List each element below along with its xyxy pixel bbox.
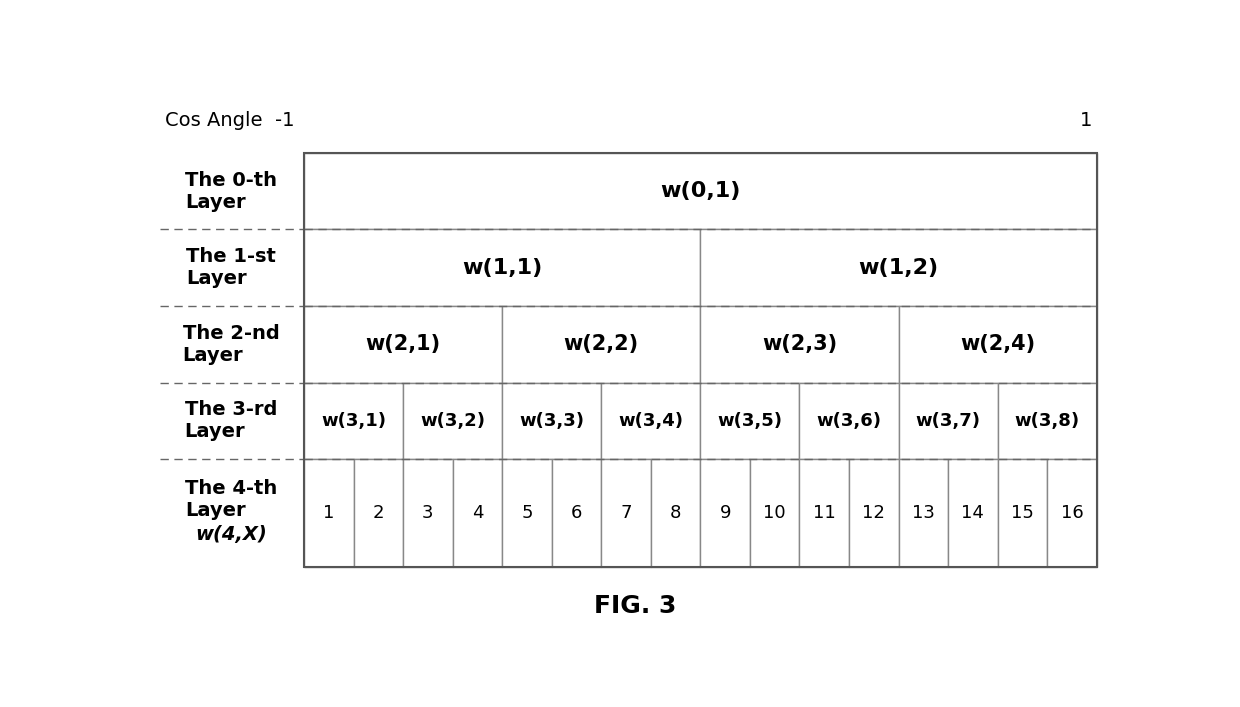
Text: 3: 3 [422,504,434,522]
Text: 9: 9 [719,504,730,522]
Bar [502,459,552,566]
Text: w(3,4): w(3,4) [619,411,683,430]
Text: w(2,2): w(2,2) [564,334,639,354]
Text: 1: 1 [1080,111,1092,129]
Bar [304,459,353,566]
Bar [701,306,899,382]
Text: 5: 5 [521,504,533,522]
Text: The 0-th
Layer: The 0-th Layer [185,170,277,211]
Text: w(3,5): w(3,5) [718,411,782,430]
Bar [651,459,701,566]
Text: w(2,4): w(2,4) [960,334,1035,354]
Text: 1: 1 [324,504,335,522]
Text: 11: 11 [813,504,836,522]
Text: 12: 12 [862,504,885,522]
Bar [899,459,949,566]
Text: w(1,2): w(1,2) [858,257,939,278]
Bar [899,306,1096,382]
Text: w(3,1): w(3,1) [321,411,386,430]
Bar [304,153,1096,566]
Bar [949,459,998,566]
Bar [552,459,601,566]
Text: w(3,6): w(3,6) [816,411,882,430]
Bar [304,230,701,306]
Text: 14: 14 [961,504,985,522]
Text: w(3,3): w(3,3) [520,411,584,430]
Bar [601,459,651,566]
Bar [601,382,701,459]
Bar [899,382,998,459]
Text: w(2,3): w(2,3) [761,334,837,354]
Bar [453,459,502,566]
Text: 10: 10 [764,504,786,522]
Text: w(1,1): w(1,1) [463,257,542,278]
Text: 6: 6 [570,504,582,522]
Text: 4: 4 [471,504,484,522]
Bar [1048,459,1096,566]
Text: 16: 16 [1060,504,1084,522]
Bar [304,153,1096,230]
Text: w(0,1): w(0,1) [660,181,740,201]
Text: 7: 7 [620,504,632,522]
Text: w(4,X): w(4,X) [195,525,267,544]
Text: w(3,8): w(3,8) [1014,411,1080,430]
Bar [701,230,1096,306]
Bar [998,382,1096,459]
Text: The 4-th
Layer: The 4-th Layer [185,479,277,520]
Text: Cos Angle  -1: Cos Angle -1 [165,111,294,129]
Text: w(3,7): w(3,7) [915,411,981,430]
Bar [353,459,403,566]
Bar [403,459,453,566]
Bar [800,382,899,459]
Text: FIG. 3: FIG. 3 [594,595,677,619]
Text: 13: 13 [911,504,935,522]
Text: The 1-st
Layer: The 1-st Layer [186,247,275,288]
Text: 2: 2 [372,504,384,522]
Text: w(3,2): w(3,2) [420,411,485,430]
Bar [750,459,800,566]
Text: The 2-nd
Layer: The 2-nd Layer [182,324,279,365]
Bar [304,382,403,459]
Text: 15: 15 [1011,504,1034,522]
Text: 8: 8 [670,504,681,522]
Bar [800,459,849,566]
Bar [403,382,502,459]
Bar [502,306,701,382]
Text: w(2,1): w(2,1) [366,334,440,354]
Bar [304,306,502,382]
Bar [701,459,750,566]
Bar [998,459,1048,566]
Bar [849,459,899,566]
Bar [502,382,601,459]
Bar [701,382,800,459]
Text: The 3-rd
Layer: The 3-rd Layer [185,400,277,441]
